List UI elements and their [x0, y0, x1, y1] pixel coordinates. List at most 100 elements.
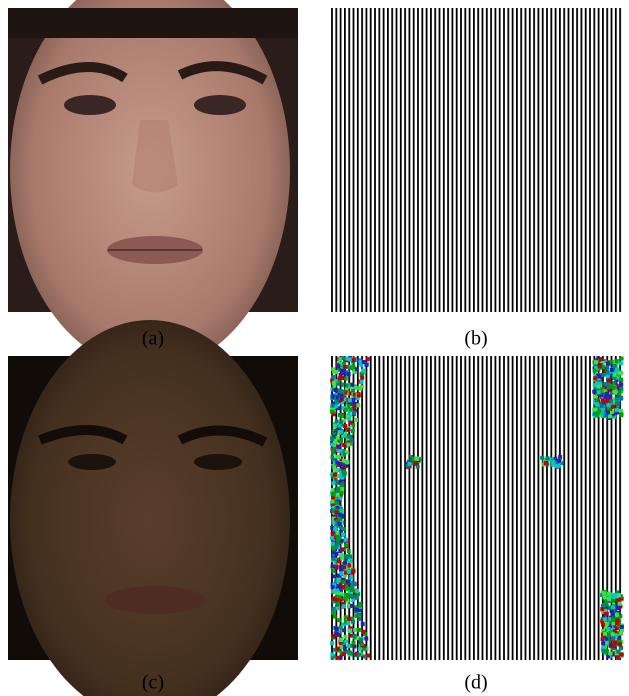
noise-pixel [602, 591, 606, 595]
noise-pixel [611, 622, 615, 626]
noise-pixel [338, 522, 342, 526]
noise-pixel [604, 395, 608, 399]
noise-pixel [346, 428, 350, 432]
noise-pixel [360, 642, 364, 646]
stripe-map [330, 8, 622, 312]
noise-pixel [336, 364, 340, 368]
noise-pixel [347, 443, 351, 447]
noise-pixel [331, 569, 335, 573]
noise-pixel [349, 634, 353, 638]
noise-pixel [366, 654, 370, 658]
noise-pixel [600, 607, 604, 611]
noise-pixel [346, 404, 350, 408]
noise-pixel [332, 597, 336, 601]
noise-pixel [339, 567, 343, 571]
noise-pixel [597, 390, 601, 394]
noise-pixel [615, 368, 619, 372]
noise-pixel [349, 366, 353, 370]
noise-pixel [609, 652, 613, 656]
noise-pixel [336, 493, 340, 497]
noise-pixel [347, 621, 351, 625]
noise-pixel [330, 652, 334, 656]
noise-pixel [408, 462, 412, 466]
noise-pixel [555, 464, 559, 468]
noise-pixel [608, 394, 612, 398]
noise-pixel [607, 597, 611, 601]
noise-pixel [620, 357, 624, 361]
noise-pixel [349, 651, 353, 655]
noise-pixel [343, 561, 347, 565]
noise-pixel [598, 375, 602, 379]
noise-pixel [331, 451, 335, 455]
noise-pixel [342, 356, 346, 360]
noise-pixel [353, 634, 357, 638]
noise-pixel [347, 564, 351, 568]
noise-pixel [342, 628, 346, 632]
noise-pixel [331, 500, 335, 504]
noise-pixel [614, 359, 618, 363]
figure: (a) (b) (c) (d) [0, 0, 629, 696]
noise-pixel [335, 564, 339, 568]
noise-pixel [605, 649, 609, 653]
noise-pixel [335, 627, 339, 631]
noise-pixel [613, 373, 617, 377]
noise-pixel [607, 379, 611, 383]
noise-pixel [606, 411, 610, 415]
noise-pixel [610, 360, 614, 364]
noise-pixel [558, 455, 562, 459]
noise-pixel [615, 401, 619, 405]
noise-pixel [361, 630, 365, 634]
noise-pixel [557, 459, 561, 463]
noise-pixel [335, 589, 339, 593]
noise-pixel [344, 538, 348, 542]
noise-pixel [343, 635, 347, 639]
noise-pixel [341, 532, 345, 536]
noise-pixel [340, 572, 344, 576]
noise-pixel [333, 424, 337, 428]
noise-pixel [337, 618, 341, 622]
noise-pixel [336, 455, 340, 459]
noise-pixel [336, 541, 340, 545]
noise-pixel [340, 539, 344, 543]
noise-pixel [601, 398, 605, 402]
noise-pixel [607, 592, 611, 596]
noise-pixel [355, 589, 359, 593]
noise-pixel [331, 532, 335, 536]
noise-pixel [351, 398, 355, 402]
noise-pixel [339, 638, 343, 642]
noise-pixel [344, 597, 348, 601]
noise-pixel [355, 367, 359, 371]
noise-pixel [342, 453, 346, 457]
noise-pixel [334, 388, 338, 392]
noise-pixel [331, 521, 335, 525]
noise-pixel [611, 605, 615, 609]
noise-pixel [336, 656, 340, 660]
noise-pixel [345, 464, 349, 468]
noise-pixel [619, 378, 623, 382]
noise-pixel [334, 370, 338, 374]
noise-pixel [596, 385, 600, 389]
noise-pixel [620, 653, 624, 657]
noise-pixel [330, 404, 334, 408]
noise-pixel [331, 492, 335, 496]
noise-pixel [595, 413, 599, 417]
noise-pixel [331, 585, 335, 589]
noise-pixel [602, 595, 606, 599]
noise-pixel [331, 481, 335, 485]
noise-pixel [605, 365, 609, 369]
noise-pixel [343, 424, 347, 428]
noise-pixel [332, 383, 336, 387]
noise-pixel [545, 456, 549, 460]
noise-pixel [612, 644, 616, 648]
noise-pixel [593, 369, 597, 373]
stripe-map-noisy [330, 356, 624, 660]
noise-pixel [345, 460, 349, 464]
noise-pixel [413, 461, 417, 465]
noise-pixel [597, 409, 601, 413]
noise-pixel [336, 436, 340, 440]
noise-pixel [347, 570, 351, 574]
noise-pixel [340, 556, 344, 560]
noise-pixel [344, 408, 348, 412]
noise-pixel [358, 603, 362, 607]
caption: (d) [464, 672, 487, 694]
